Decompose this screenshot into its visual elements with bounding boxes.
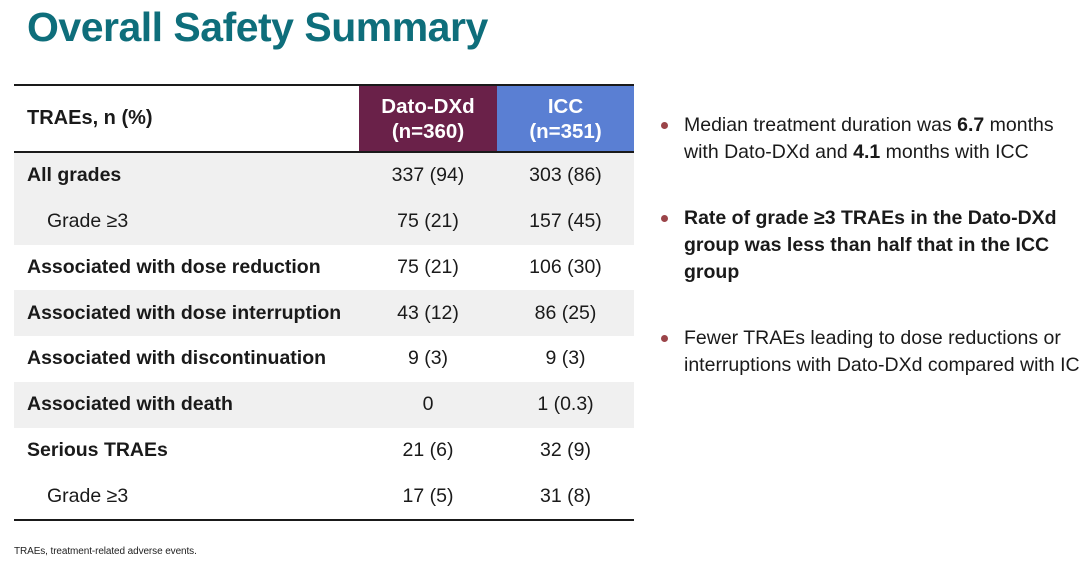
page-title: Overall Safety Summary xyxy=(27,4,488,50)
table-row: All grades 337 (94) 303 (86) xyxy=(14,153,634,199)
value-icc: 1 (0.3) xyxy=(537,393,594,416)
value-icc: 157 (45) xyxy=(529,210,602,233)
key-point-text: Rate of grade ≥3 TRAEs in the Dato-DXd gr… xyxy=(684,207,1057,283)
table-row: Associated with discontinuation 9 (3) 9 (3… xyxy=(14,336,634,382)
table-header-icc: ICC (n=351) xyxy=(497,86,634,151)
row-label: Serious TRAEs xyxy=(27,438,168,461)
table-row: Associated with dose reduction 75 (21) 106… xyxy=(14,245,634,291)
table-header-traes: TRAEs, n (%) xyxy=(14,86,359,151)
value-dato-dxd: 337 (94) xyxy=(391,164,465,187)
bullet-icon xyxy=(661,215,668,222)
value-dato-dxd: 75 (21) xyxy=(397,255,459,278)
key-point: Fewer TRAEs leading to dose reductions o… xyxy=(661,325,1080,379)
key-point-text: Fewer TRAEs leading to dose reductions o… xyxy=(684,327,1080,376)
safety-summary-table: TRAEs, n (%) Dato-DXd (n=360) ICC (n=351… xyxy=(14,84,634,521)
table-row: Associated with dose interruption 43 (12)… xyxy=(14,290,634,336)
value-dato-dxd: 43 (12) xyxy=(397,301,459,324)
value-dato-dxd: 0 xyxy=(422,393,434,416)
value-icc: 303 (86) xyxy=(529,164,602,187)
table-row: Serious TRAEs 21 (6) 32 (9) xyxy=(14,428,634,474)
icc-column-n: (n=351) xyxy=(529,119,602,143)
value-icc: 32 (9) xyxy=(540,438,591,461)
value-icc: 106 (30) xyxy=(529,255,602,278)
table-row: Associated with death 0 1 (0.3) xyxy=(14,381,634,428)
dato-dxd-column-n: (n=360) xyxy=(391,119,465,143)
value-icc: 86 (25) xyxy=(534,301,597,324)
value-dato-dxd: 9 (3) xyxy=(407,347,449,370)
footnote: TRAEs, treatment-related adverse events. xyxy=(14,546,197,557)
row-label: All grades xyxy=(27,164,122,187)
value-icc: 9 (3) xyxy=(545,347,586,370)
row-label: Associated with dose reduction xyxy=(27,255,321,278)
table-row: Grade ≥3 17 (5) 31 (8) xyxy=(14,473,634,519)
table-row: Grade ≥3 75 (21) 157 (45) xyxy=(14,198,634,245)
key-point: Median treatment duration was 6.7 months… xyxy=(661,112,1071,166)
key-points-list: Median treatment duration was 6.7 months… xyxy=(661,112,1080,379)
icc-column-name: ICC xyxy=(547,94,584,118)
key-point: Rate of grade ≥3 TRAEs in the Dato-DXd gr… xyxy=(661,205,1071,286)
table-body: All grades 337 (94) 303 (86) Grade ≥3 75 (21… xyxy=(14,153,634,521)
key-point-text: Median treatment duration was 6.7 months… xyxy=(684,114,1054,163)
row-label: Associated with death xyxy=(27,393,233,416)
row-label: Grade ≥3 xyxy=(47,210,129,233)
value-dato-dxd: 75 (21) xyxy=(397,210,459,233)
value-dato-dxd: 21 (6) xyxy=(402,438,454,461)
bullet-icon xyxy=(661,335,668,342)
table-header-dato-dxd: Dato-DXd (n=360) xyxy=(359,86,497,151)
table-header-row: TRAEs, n (%) Dato-DXd (n=360) ICC (n=351… xyxy=(14,84,634,153)
bullet-icon xyxy=(661,122,668,129)
value-dato-dxd: 17 (5) xyxy=(402,484,454,507)
row-label: Associated with discontinuation xyxy=(27,347,327,370)
dato-dxd-column-name: Dato-DXd xyxy=(381,94,475,118)
value-icc: 31 (8) xyxy=(540,484,591,507)
row-label: Associated with dose interruption xyxy=(27,301,342,324)
row-label: Grade ≥3 xyxy=(47,484,129,507)
